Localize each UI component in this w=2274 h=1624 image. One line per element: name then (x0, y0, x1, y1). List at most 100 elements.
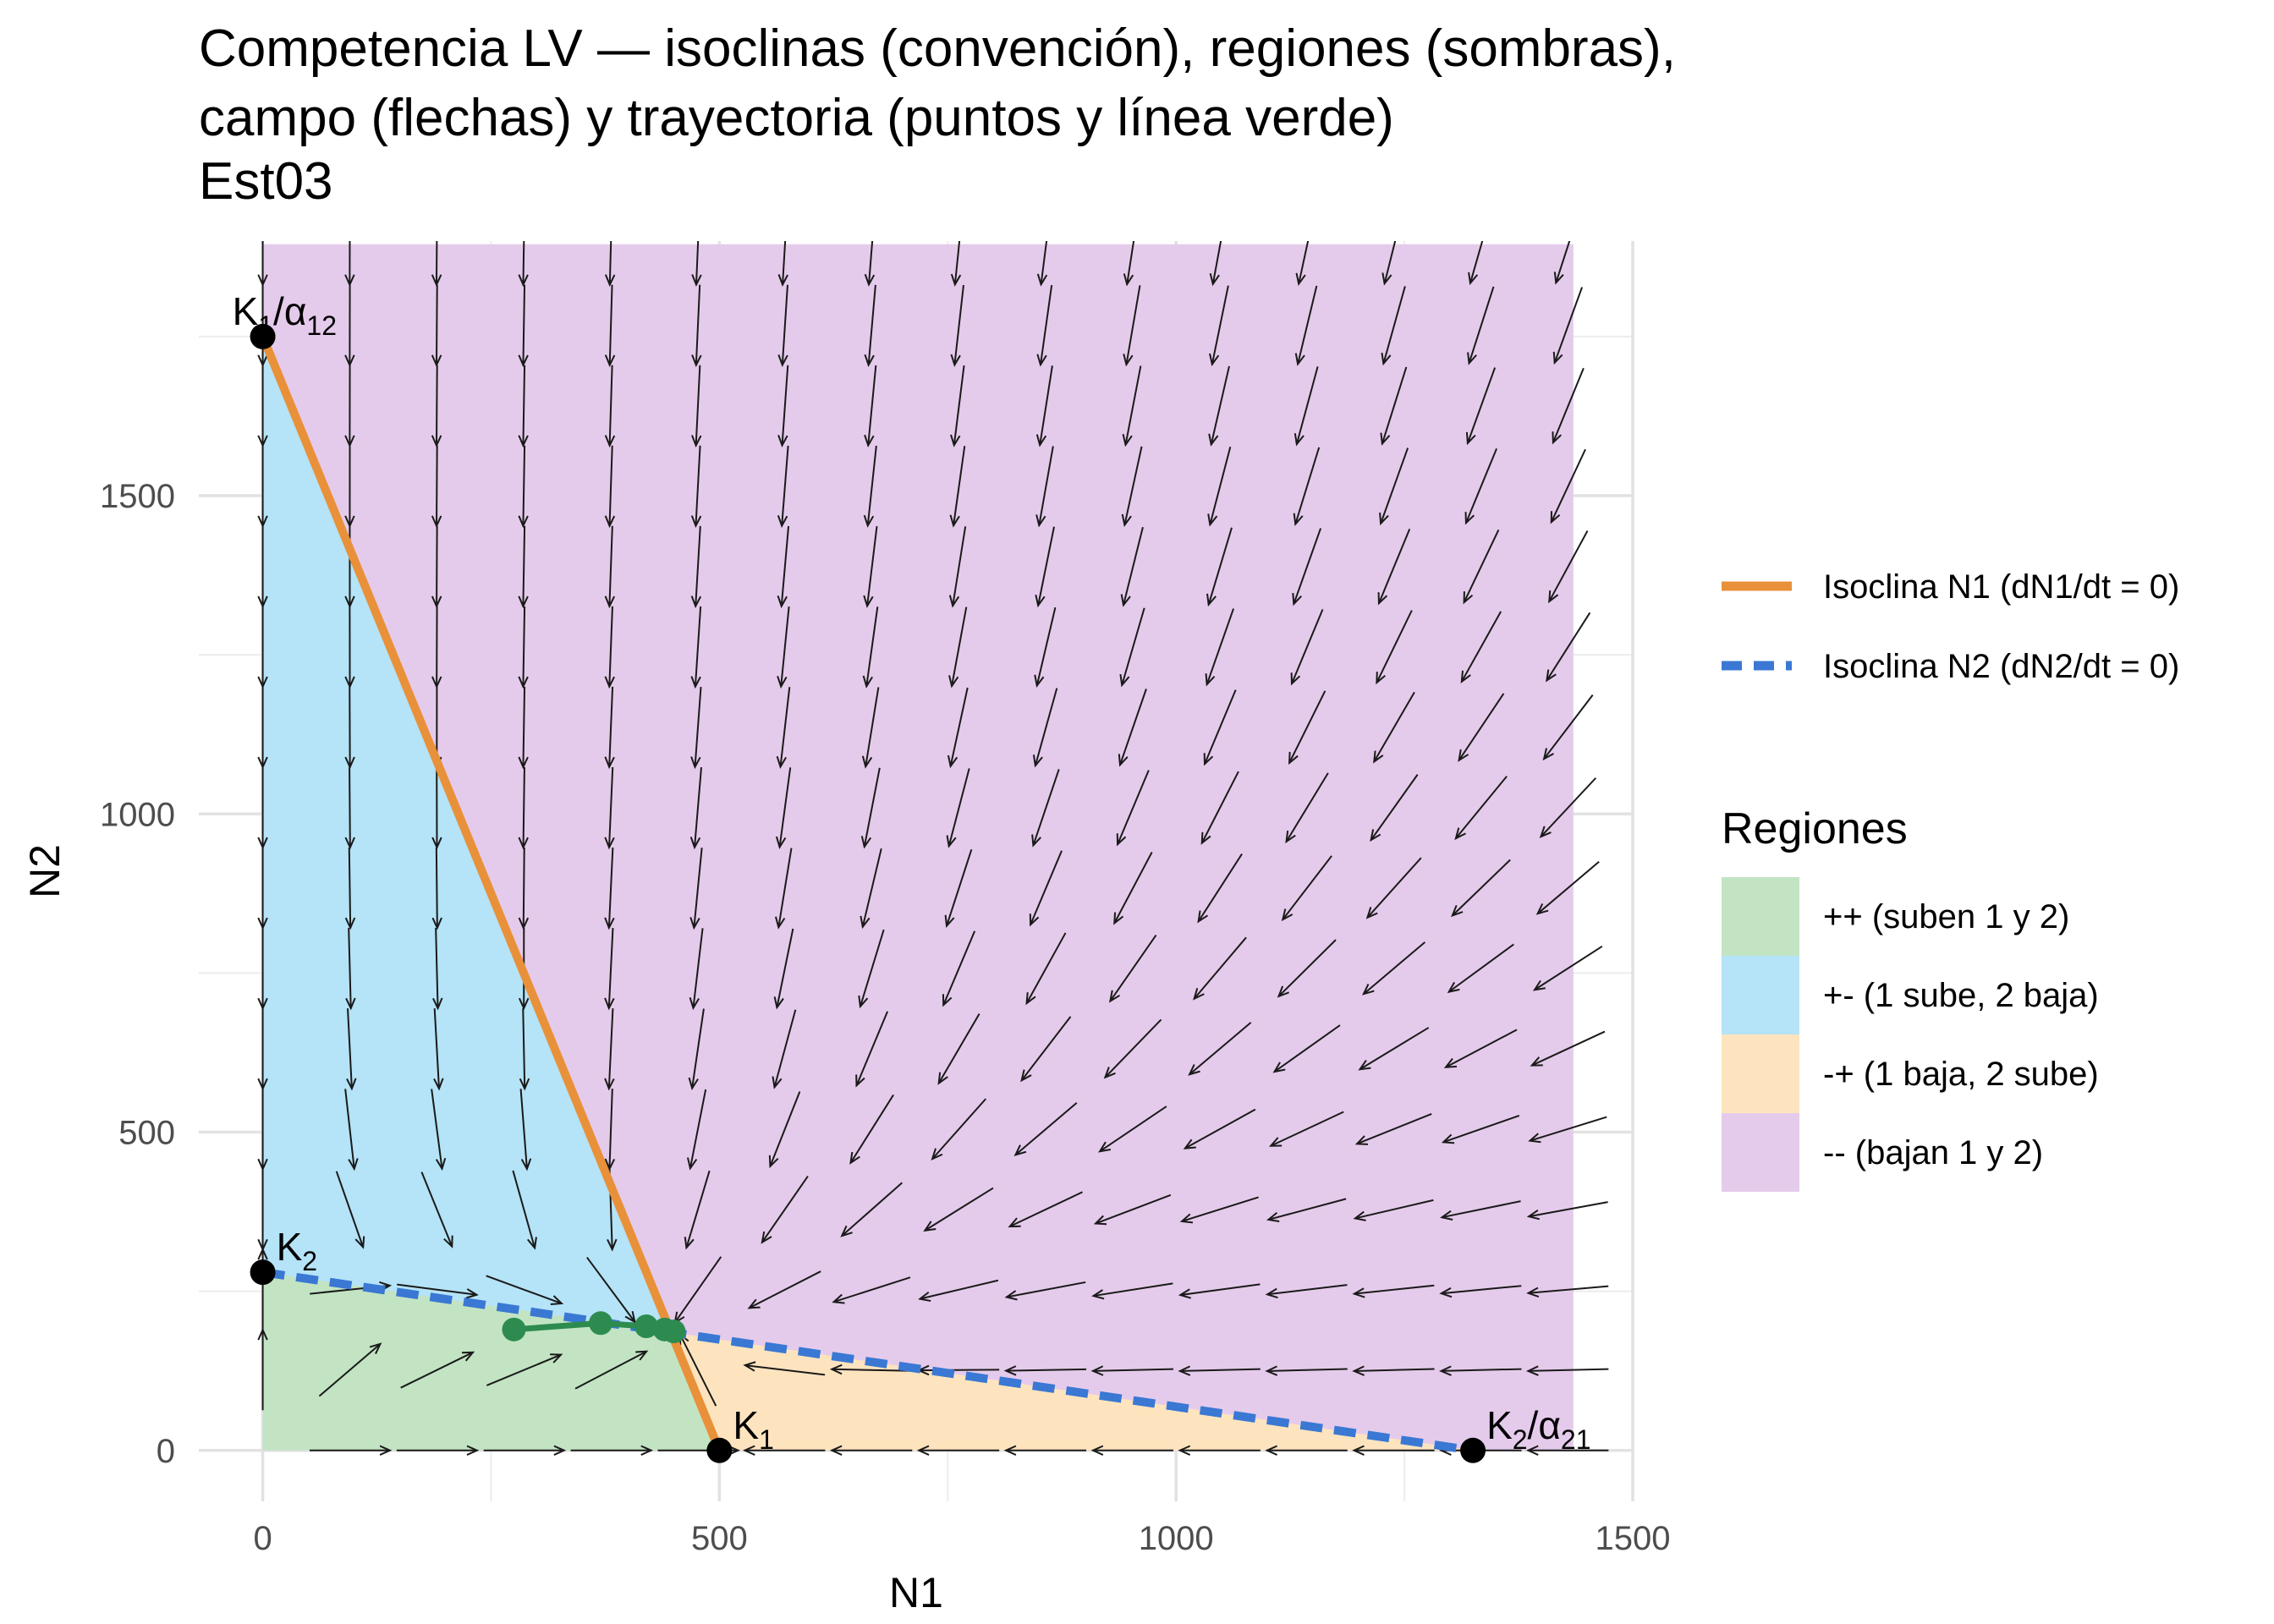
trajectory-point (634, 1314, 659, 1339)
field-arrow (1530, 1030, 1606, 1067)
field-arrow (1013, 1102, 1078, 1157)
trajectory (502, 1311, 686, 1344)
field-arrow (344, 241, 355, 288)
field-arrow (1526, 1285, 1609, 1298)
field-arrow (1091, 1282, 1173, 1300)
field-arrow (604, 365, 616, 448)
field-arrow (344, 1089, 359, 1171)
field-arrow (1373, 691, 1415, 764)
legend-swatch-mm (1722, 1113, 1799, 1192)
legend-label: -+ (1 baja, 2 sube) (1823, 1056, 2099, 1093)
field-arrow (1025, 932, 1067, 1006)
field-arrow (689, 928, 704, 1011)
field-arrow (433, 1008, 444, 1091)
field-arrow (518, 445, 529, 529)
field-arrow (1370, 774, 1419, 842)
legend-label: -- (bajan 1 y 2) (1823, 1134, 2043, 1171)
field-arrow (257, 241, 268, 288)
field-arrow (1552, 367, 1585, 445)
field-arrow (257, 1327, 268, 1411)
field-arrow (1036, 241, 1048, 287)
field-arrow (1377, 529, 1411, 606)
equilibrium-point (250, 1259, 276, 1286)
legend-label: Isoclina N1 (dN1/dt = 0) (1823, 568, 2179, 606)
field-arrow (1193, 936, 1247, 1001)
field-arrow (486, 1275, 564, 1305)
field-arrow (518, 847, 530, 930)
legend-label: ++ (suben 1 y 2) (1823, 898, 2069, 935)
y-axis-title: N2 (21, 844, 69, 898)
field-arrow (431, 525, 442, 609)
field-arrow (861, 687, 880, 769)
field-arrow (747, 1270, 821, 1309)
field-arrow (777, 606, 790, 689)
field-arrow (774, 848, 793, 930)
chart-title-line-2: campo (flechas) y trayectoria (puntos y … (199, 89, 1394, 147)
field-arrow (950, 284, 964, 367)
y-tick-label: 500 (118, 1115, 175, 1152)
equilibrium-point (706, 1437, 733, 1463)
field-arrow (1008, 1191, 1083, 1228)
field-arrow (518, 284, 529, 368)
field-arrow (777, 445, 789, 529)
field-arrow (431, 365, 442, 448)
field-arrow (1293, 447, 1321, 527)
field-arrow (1440, 1200, 1521, 1221)
field-arrow (761, 1176, 809, 1244)
field-arrow (420, 1171, 453, 1248)
field-arrow (684, 1170, 711, 1250)
field-arrow (604, 847, 615, 930)
isoclines (258, 334, 1474, 1455)
field-arrow (518, 365, 529, 448)
field-arrow (1108, 934, 1157, 1003)
equilibrium-point (1460, 1437, 1486, 1463)
field-arrow (1546, 612, 1591, 683)
field-arrow (858, 929, 885, 1009)
field-arrow (742, 1445, 826, 1457)
field-arrow (1123, 241, 1135, 287)
field-arrow (942, 930, 976, 1007)
field-arrow (1003, 1445, 1087, 1457)
field-arrow (768, 1091, 801, 1169)
field-arrow (862, 606, 879, 689)
field-arrow (777, 284, 788, 368)
field-arrow (257, 686, 268, 770)
field-arrow (1209, 241, 1222, 287)
field-arrow (397, 1283, 479, 1299)
field-arrow (1454, 776, 1508, 841)
field-arrow (257, 766, 268, 850)
field-arrow (1035, 526, 1055, 608)
field-arrow (432, 928, 443, 1011)
field-arrow (1119, 607, 1145, 688)
field-arrow (690, 525, 702, 609)
field-arrow (1532, 945, 1603, 991)
field-arrow (1381, 286, 1406, 366)
field-arrow (1003, 1365, 1087, 1376)
field-arrow (1179, 1196, 1259, 1224)
field-arrow (318, 1342, 382, 1397)
field-arrow (923, 1187, 994, 1232)
field-arrow (860, 767, 881, 849)
field-arrow (1265, 1445, 1348, 1457)
y-tick-label: 1000 (100, 796, 175, 833)
field-arrow (518, 606, 529, 689)
field-arrow (1294, 366, 1319, 447)
field-arrow (512, 1170, 537, 1250)
field-arrow (1379, 447, 1409, 526)
field-arrow (1178, 1365, 1261, 1376)
field-arrow (604, 686, 615, 770)
field-arrow (1200, 771, 1239, 845)
field-arrow (344, 686, 355, 770)
field-arrow (1464, 447, 1498, 525)
field-arrow (257, 847, 268, 930)
field-arrow (849, 1094, 894, 1165)
point-label: K1/α12 (233, 289, 337, 341)
field-arrow (586, 1256, 636, 1324)
field-arrow (1272, 1024, 1341, 1073)
field-arrow (772, 1009, 797, 1089)
field-arrow (570, 1445, 654, 1457)
field-arrow (864, 241, 876, 287)
field-arrow (1528, 1116, 1607, 1144)
field-arrow (1281, 855, 1332, 922)
field-arrow (1285, 772, 1329, 844)
